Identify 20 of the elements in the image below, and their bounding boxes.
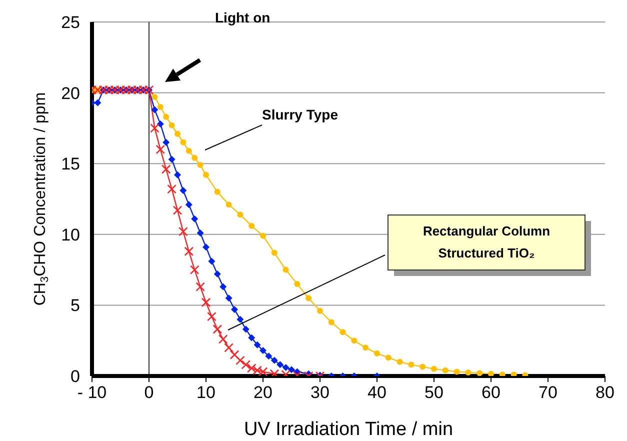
x-tick-label: - 10 xyxy=(77,383,107,402)
x-tick-label: 10 xyxy=(196,383,216,402)
y-tick-label: 25 xyxy=(61,13,80,32)
y-tick-label: 0 xyxy=(70,367,80,386)
x-tick-label: 60 xyxy=(482,383,500,402)
x-axis-title: UV Irradiation Time / min xyxy=(244,419,454,440)
y-tick-label: 15 xyxy=(61,154,80,174)
x-tick-label: 70 xyxy=(538,383,558,402)
annotation: Slurry Type xyxy=(262,106,338,123)
y-tick-label: 5 xyxy=(70,296,80,316)
annotation: Rectangular Column Structured TiO₂ xyxy=(422,223,550,260)
annotation: Light on xyxy=(215,10,270,26)
x-tick-label: 0 xyxy=(144,383,154,402)
x-tick-label: 80 xyxy=(596,383,614,402)
y-tick-label: 20 xyxy=(61,84,80,103)
y-tick-label: 10 xyxy=(61,225,80,244)
x-tick-label: 30 xyxy=(310,383,330,402)
x-tick-label: 50 xyxy=(424,383,444,402)
x-tick-label: 40 xyxy=(368,383,386,402)
x-tick-label: 20 xyxy=(254,383,272,402)
